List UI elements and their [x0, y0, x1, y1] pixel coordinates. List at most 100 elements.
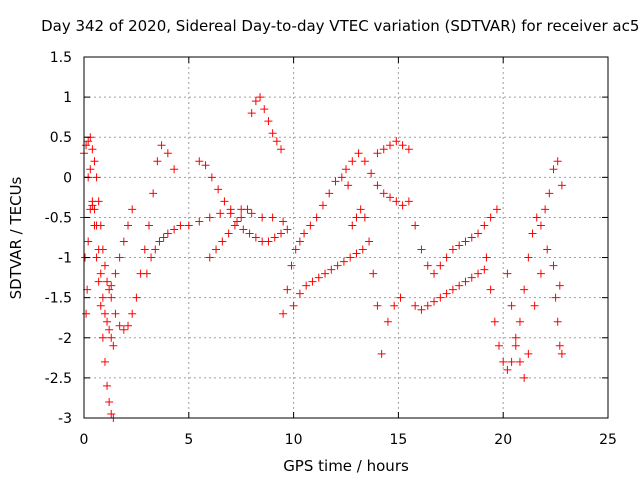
data-point — [536, 269, 545, 278]
data-point — [423, 261, 432, 270]
data-point — [142, 269, 151, 278]
series-arc-l — [348, 205, 405, 358]
data-point — [201, 161, 210, 170]
data-point — [251, 97, 260, 106]
data-point — [256, 93, 265, 102]
data-point — [268, 213, 277, 222]
series-arc-j — [289, 245, 367, 310]
data-point — [132, 293, 141, 302]
data-point — [436, 261, 445, 270]
data-point — [272, 137, 281, 146]
data-point — [396, 293, 405, 302]
data-point — [543, 245, 552, 254]
data-point — [507, 301, 516, 310]
data-point — [461, 277, 470, 286]
data-point — [111, 269, 120, 278]
data-point — [511, 333, 520, 342]
data-point — [442, 253, 451, 262]
data-point — [291, 245, 300, 254]
data-point — [555, 281, 564, 290]
data-point — [553, 157, 562, 166]
series-arc-g — [205, 205, 252, 262]
data-point — [373, 301, 382, 310]
data-point — [268, 129, 277, 138]
data-point — [511, 341, 520, 350]
data-point — [474, 229, 483, 238]
data-point — [386, 141, 395, 150]
series-arc-c — [84, 165, 118, 422]
data-point — [360, 157, 369, 166]
y-tick-label: -1.5 — [45, 291, 72, 307]
data-point — [237, 213, 246, 222]
y-tick-label: 0 — [63, 170, 72, 186]
data-point — [486, 285, 495, 294]
data-point — [482, 253, 491, 262]
data-point — [86, 165, 95, 174]
data-point — [461, 237, 470, 246]
data-point — [455, 281, 464, 290]
data-point — [532, 213, 541, 222]
data-point — [545, 189, 554, 198]
data-point — [105, 397, 114, 406]
x-tick-label: 10 — [285, 432, 303, 448]
x-tick-label: 5 — [184, 432, 193, 448]
data-point — [98, 333, 107, 342]
data-point — [124, 221, 133, 230]
data-point — [224, 229, 233, 238]
data-point — [105, 325, 114, 334]
chart-title: Day 342 of 2020, Sidereal Day-to-day VTE… — [41, 17, 640, 35]
data-point — [417, 245, 426, 254]
data-point — [107, 333, 116, 342]
data-point — [124, 321, 133, 330]
data-point — [260, 105, 269, 114]
data-point — [153, 157, 162, 166]
data-point — [369, 269, 378, 278]
data-point — [287, 261, 296, 270]
data-point — [352, 213, 361, 222]
plot-frame — [83, 56, 609, 419]
data-point — [348, 221, 357, 230]
data-point — [549, 261, 558, 270]
data-point — [373, 149, 382, 158]
data-point — [115, 253, 124, 262]
data-point — [390, 301, 399, 310]
data-point — [515, 357, 524, 366]
data-point — [541, 205, 550, 214]
data-point — [448, 245, 457, 254]
data-point — [492, 205, 501, 214]
data-point — [530, 301, 539, 310]
data-point — [555, 341, 564, 350]
data-point — [333, 261, 342, 270]
data-point — [379, 145, 388, 154]
data-point — [392, 137, 401, 146]
data-point — [226, 209, 235, 218]
data-point — [277, 145, 286, 154]
x-tick-labels: 0 5 10 15 20 25 — [80, 432, 617, 448]
data-point — [321, 269, 330, 278]
data-point — [239, 225, 248, 234]
data-point — [220, 197, 229, 206]
data-point — [195, 157, 204, 166]
series-arc-e — [142, 205, 288, 278]
data-point — [520, 285, 529, 294]
data-point — [507, 357, 516, 366]
data-point — [119, 237, 128, 246]
data-point — [92, 253, 101, 262]
data-point — [82, 309, 91, 318]
data-point — [82, 141, 91, 150]
series-arc-q — [503, 245, 564, 382]
data-point — [365, 237, 374, 246]
data-point — [308, 277, 317, 286]
data-point — [163, 149, 172, 158]
data-point — [549, 165, 558, 174]
data-point — [277, 229, 286, 238]
data-point — [105, 285, 114, 294]
x-tick-label: 20 — [494, 432, 512, 448]
data-point — [279, 309, 288, 318]
data-point — [176, 221, 185, 230]
series-arc-r — [536, 157, 566, 230]
series-arc-o — [411, 265, 489, 314]
data-point — [115, 321, 124, 330]
